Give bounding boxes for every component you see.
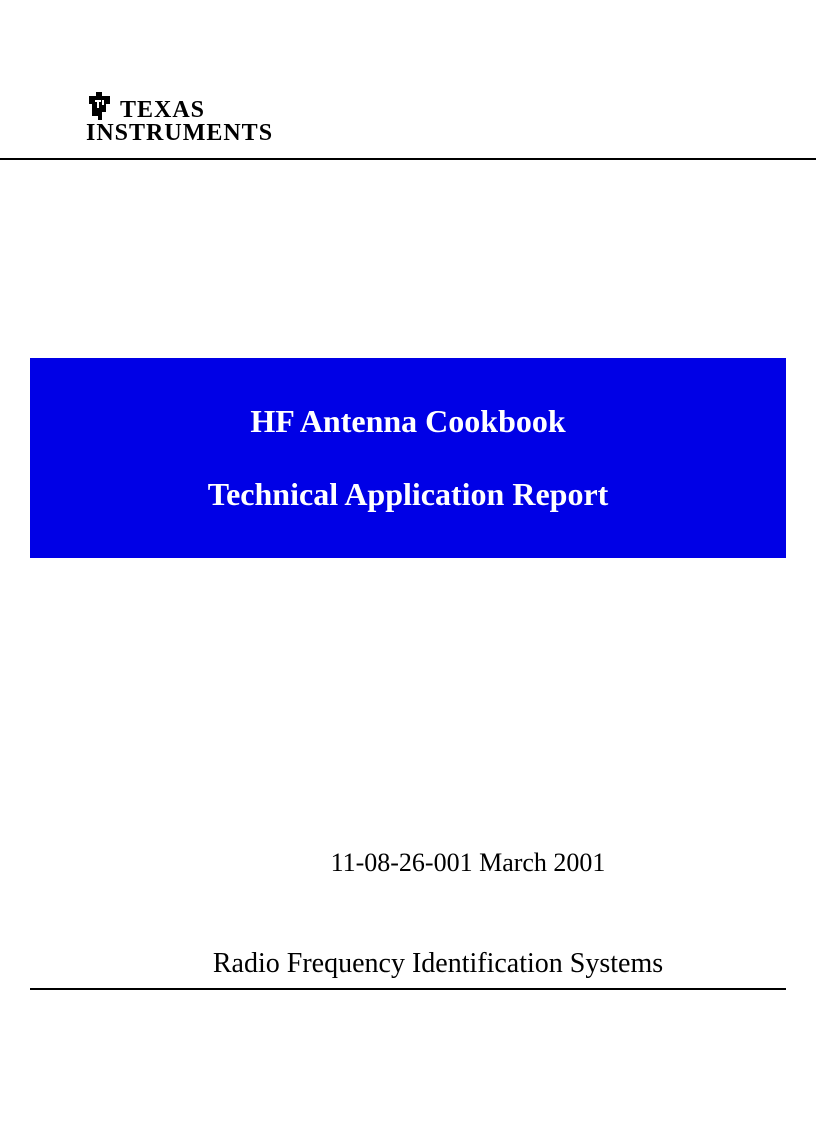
title-line-1: HF Antenna Cookbook (30, 403, 786, 440)
bottom-horizontal-rule (30, 988, 786, 990)
top-horizontal-rule (0, 158, 816, 160)
logo-text-instruments: INSTRUMENTS (86, 120, 273, 147)
document-subtitle: Radio Frequency Identification Systems (0, 948, 816, 980)
company-logo: TEXAS INSTRUMENTS (86, 90, 273, 147)
document-page: TEXAS INSTRUMENTS HF Antenna Cookbook Te… (0, 0, 816, 1123)
title-line-2: Technical Application Report (30, 476, 786, 513)
title-block: HF Antenna Cookbook Technical Applicatio… (30, 358, 786, 558)
document-id-date: 11-08-26-001 March 2001 (0, 848, 816, 878)
ti-chip-icon (86, 90, 114, 122)
logo-row-1: TEXAS (86, 90, 273, 124)
